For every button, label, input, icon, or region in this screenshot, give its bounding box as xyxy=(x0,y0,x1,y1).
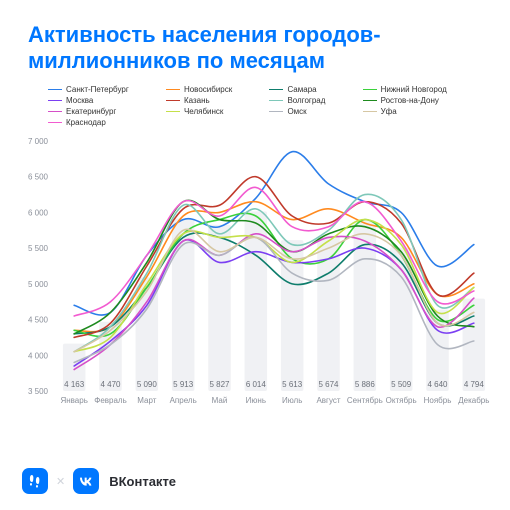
legend-label: Омск xyxy=(287,107,306,116)
svg-text:4 640: 4 640 xyxy=(427,380,448,389)
legend-label: Новосибирск xyxy=(184,85,232,94)
svg-text:Ноябрь: Ноябрь xyxy=(424,396,452,405)
svg-text:3 500: 3 500 xyxy=(28,387,49,396)
svg-text:Февраль: Февраль xyxy=(94,396,127,405)
svg-text:5 827: 5 827 xyxy=(209,380,230,389)
svg-text:Июнь: Июнь xyxy=(246,396,266,405)
legend-label: Уфа xyxy=(381,107,397,116)
legend-swatch xyxy=(48,122,62,124)
legend-swatch xyxy=(363,100,377,102)
svg-text:Июль: Июль xyxy=(282,396,302,405)
legend-swatch xyxy=(166,111,180,113)
svg-text:5 613: 5 613 xyxy=(282,380,303,389)
svg-text:7 000: 7 000 xyxy=(28,137,49,146)
chart-title: Активность населения городов-миллионнико… xyxy=(0,0,510,85)
svg-text:Декабрь: Декабрь xyxy=(458,396,489,405)
legend-item: Омск xyxy=(269,107,348,116)
svg-text:6 000: 6 000 xyxy=(28,208,49,217)
svg-text:5 913: 5 913 xyxy=(173,380,194,389)
legend-swatch xyxy=(363,111,377,113)
footer: ✕ ВКонтакте xyxy=(22,468,176,494)
svg-text:Октябрь: Октябрь xyxy=(386,396,417,405)
legend-swatch xyxy=(48,111,62,113)
vk-label: ВКонтакте xyxy=(109,474,176,489)
legend-swatch xyxy=(48,89,62,91)
svg-text:6 500: 6 500 xyxy=(28,172,49,181)
legend-item: Санкт-Петербург xyxy=(48,85,152,94)
legend-item: Челябинск xyxy=(166,107,256,116)
legend-item: Нижний Новгород xyxy=(363,85,470,94)
legend-item: Казань xyxy=(166,96,256,105)
legend-swatch xyxy=(269,89,283,91)
legend-label: Нижний Новгород xyxy=(381,85,447,94)
collab-x: ✕ xyxy=(56,475,65,488)
svg-text:5 886: 5 886 xyxy=(355,380,376,389)
svg-text:4 163: 4 163 xyxy=(64,380,85,389)
svg-text:5 090: 5 090 xyxy=(137,380,158,389)
line-chart: 3 500 4 000 4 500 5 000 5 500 6 000 6 500 7 000… xyxy=(10,133,500,433)
svg-text:5 000: 5 000 xyxy=(28,280,49,289)
vk-icon xyxy=(73,468,99,494)
legend-swatch xyxy=(363,89,377,91)
legend-item: Екатеринбург xyxy=(48,107,152,116)
legend-label: Волгоград xyxy=(287,96,325,105)
legend-swatch xyxy=(269,100,283,102)
svg-text:4 470: 4 470 xyxy=(100,380,121,389)
svg-text:4 500: 4 500 xyxy=(28,315,49,324)
steps-app-icon xyxy=(22,468,48,494)
svg-text:5 674: 5 674 xyxy=(318,380,339,389)
svg-text:Апрель: Апрель xyxy=(170,396,197,405)
svg-text:Август: Август xyxy=(316,396,340,405)
svg-text:Январь: Январь xyxy=(60,396,87,405)
legend-label: Ростов-на-Дону xyxy=(381,96,439,105)
legend: Санкт-Петербург Новосибирск Самара Нижний Н… xyxy=(0,85,510,133)
legend-label: Екатеринбург xyxy=(66,107,116,116)
svg-text:4 794: 4 794 xyxy=(464,380,485,389)
legend-item: Ростов-на-Дону xyxy=(363,96,470,105)
legend-label: Санкт-Петербург xyxy=(66,85,129,94)
legend-item: Новосибирск xyxy=(166,85,256,94)
legend-item: Краснодар xyxy=(48,118,152,127)
legend-label: Краснодар xyxy=(66,118,106,127)
legend-swatch xyxy=(48,100,62,102)
legend-label: Челябинск xyxy=(184,107,223,116)
svg-text:5 509: 5 509 xyxy=(391,380,412,389)
legend-swatch xyxy=(269,111,283,113)
svg-text:4 000: 4 000 xyxy=(28,351,49,360)
svg-text:Сентябрь: Сентябрь xyxy=(347,396,383,405)
svg-text:5 500: 5 500 xyxy=(28,244,49,253)
legend-swatch xyxy=(166,100,180,102)
legend-item: Самара xyxy=(269,85,348,94)
legend-label: Казань xyxy=(184,96,210,105)
legend-item: Уфа xyxy=(363,107,470,116)
legend-item: Волгоград xyxy=(269,96,348,105)
legend-item: Москва xyxy=(48,96,152,105)
svg-text:Май: Май xyxy=(212,396,228,405)
svg-text:6 014: 6 014 xyxy=(246,380,267,389)
legend-label: Самара xyxy=(287,85,316,94)
svg-text:Март: Март xyxy=(137,396,156,405)
chart-area: 3 500 4 000 4 500 5 000 5 500 6 000 6 500 7 000… xyxy=(0,133,510,438)
legend-swatch xyxy=(166,89,180,91)
legend-label: Москва xyxy=(66,96,93,105)
